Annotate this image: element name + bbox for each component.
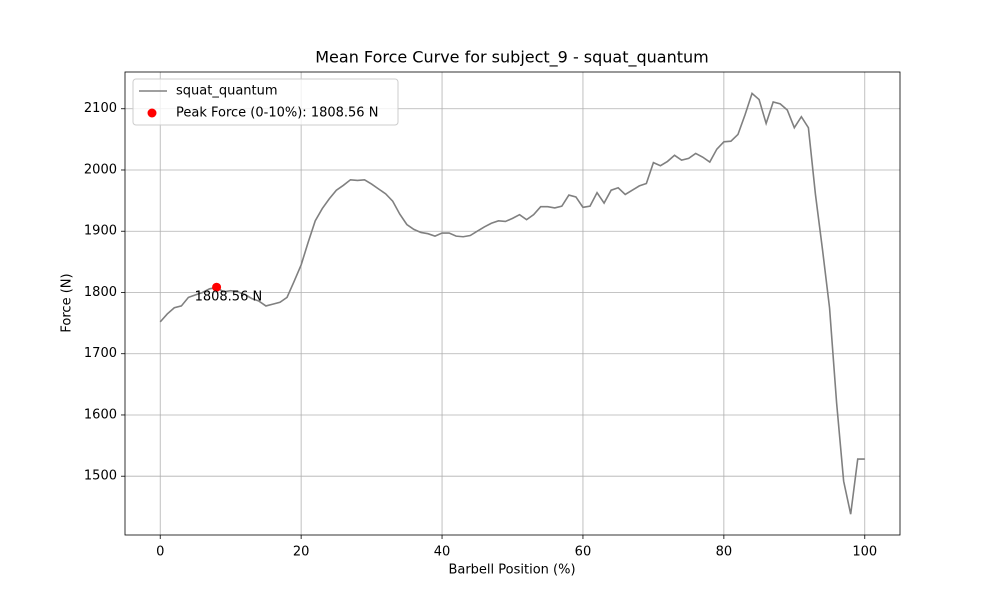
x-tick-label: 80 [716, 545, 733, 560]
x-tick-label: 20 [293, 545, 310, 560]
legend-label: Peak Force (0-10%): 1808.56 N [176, 106, 378, 121]
y-tick-label: 1700 [84, 346, 117, 361]
x-tick-label: 40 [434, 545, 451, 560]
y-tick-label: 1800 [84, 285, 117, 300]
x-tick-label: 0 [156, 545, 164, 560]
y-tick-label: 1900 [84, 224, 117, 239]
x-axis-label: Barbell Position (%) [448, 563, 575, 578]
y-tick-label: 1600 [84, 407, 117, 422]
axes-frame [124, 71, 901, 536]
legend-swatch [147, 108, 157, 118]
legend-box [132, 78, 399, 126]
x-tick-label: 60 [575, 545, 592, 560]
chart-title: Mean Force Curve for subject_9 - squat_q… [315, 48, 709, 68]
y-axis-label: Force (N) [60, 273, 75, 332]
y-tick-label: 2100 [84, 101, 117, 116]
peak-annotation: 1808.56 N [195, 290, 263, 305]
x-tick-label: 100 [852, 545, 877, 560]
legend-label: squat_quantum [176, 84, 278, 99]
series-line [159, 92, 865, 515]
y-tick-label: 1500 [84, 469, 117, 484]
peak-marker [212, 282, 222, 292]
y-tick-label: 2000 [84, 162, 117, 177]
